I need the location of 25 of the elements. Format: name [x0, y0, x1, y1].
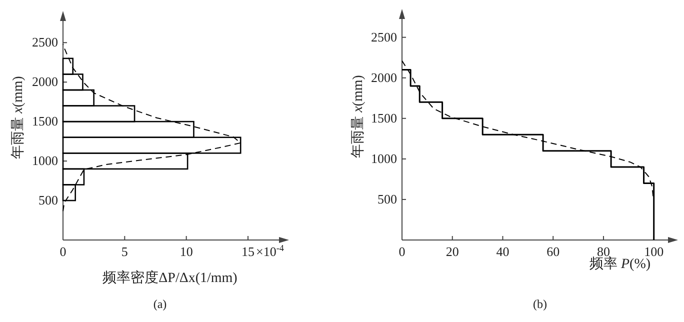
x-tick-label: 40	[496, 244, 510, 259]
y-axis-title: 年雨量 x(mm)	[350, 74, 366, 158]
y-tick-label: 1000	[371, 150, 397, 166]
x-tick-label: 10	[180, 244, 193, 259]
x-axis-title: 频率密度ΔP/Δx(1/mm)	[102, 270, 238, 286]
y-tick-label: 2500	[32, 34, 58, 50]
y-tick-label: 500	[378, 191, 397, 206]
x-tick-label: 60	[546, 244, 560, 259]
y-tick-label: 1500	[32, 114, 58, 129]
y-tick-label: 2000	[371, 70, 397, 85]
text: (a)	[153, 297, 167, 311]
x-tick-label: 0	[60, 244, 66, 259]
text: (b)	[533, 297, 547, 311]
y-tick-label: 1000	[32, 153, 58, 168]
y-tick-label: 500	[38, 192, 58, 208]
y-tick-label: 2500	[371, 29, 397, 44]
text: ×10$^{-4}$	[256, 243, 284, 259]
x-tick-label: 15	[242, 244, 254, 259]
x-tick-label: 0	[398, 244, 406, 259]
x-tick-label: 100	[644, 244, 664, 259]
y-axis-title: 年雨量 x(mm)	[10, 76, 26, 159]
y-tick-label: 1500	[371, 110, 397, 126]
x-tick-label: 20	[446, 244, 459, 259]
y-tick-label: 2000	[32, 74, 58, 90]
x-tick-label: 5	[121, 244, 128, 259]
